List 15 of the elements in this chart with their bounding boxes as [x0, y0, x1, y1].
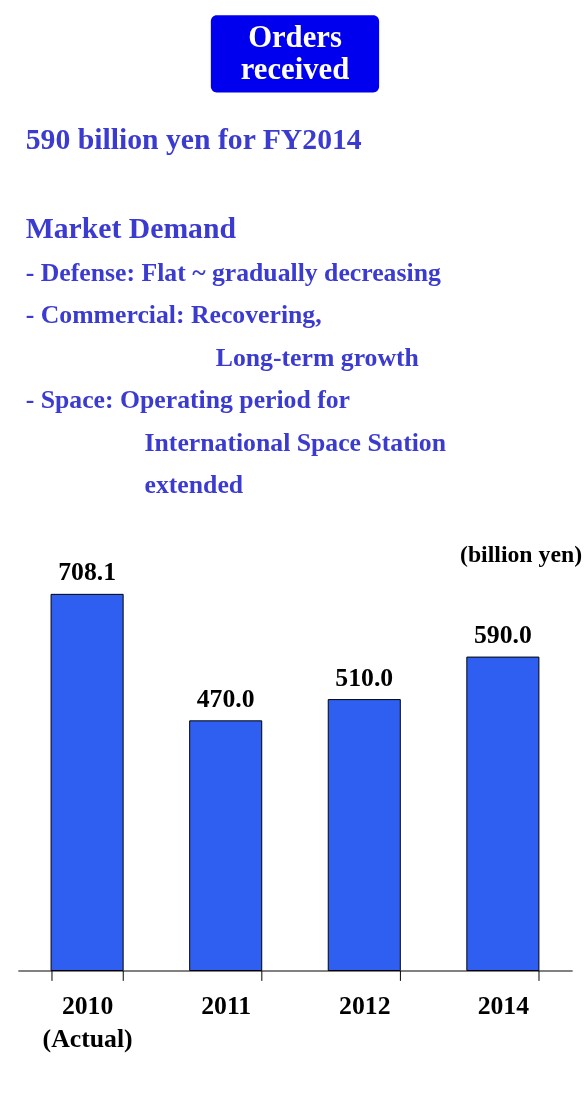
x-tick-label: 2014: [477, 990, 530, 1020]
x-tick-label: 2012: [339, 990, 391, 1020]
text: - Defense: Flat ~ gradually decreasing: [25, 257, 441, 287]
text: Market Demand: [25, 211, 237, 244]
y-axis-title: (billion yen): [459, 540, 583, 567]
data-label: 590.0: [473, 620, 532, 650]
data-label: 708.1: [58, 557, 117, 587]
text: - Space: Operating period for International Space Station extended: [25, 385, 447, 500]
data-label: 510.0: [335, 662, 394, 692]
x-tick-label: 2011: [201, 990, 252, 1020]
chart-subtitle: 590 billion yen for FY2014: [25, 122, 362, 155]
text: - Commercial: Recovering, Long-term growth: [25, 300, 419, 372]
x-tick-label: 2010 (Actual): [42, 990, 133, 1054]
chart-title: Orders received: [240, 19, 350, 86]
data-label: 470.0: [196, 683, 255, 713]
